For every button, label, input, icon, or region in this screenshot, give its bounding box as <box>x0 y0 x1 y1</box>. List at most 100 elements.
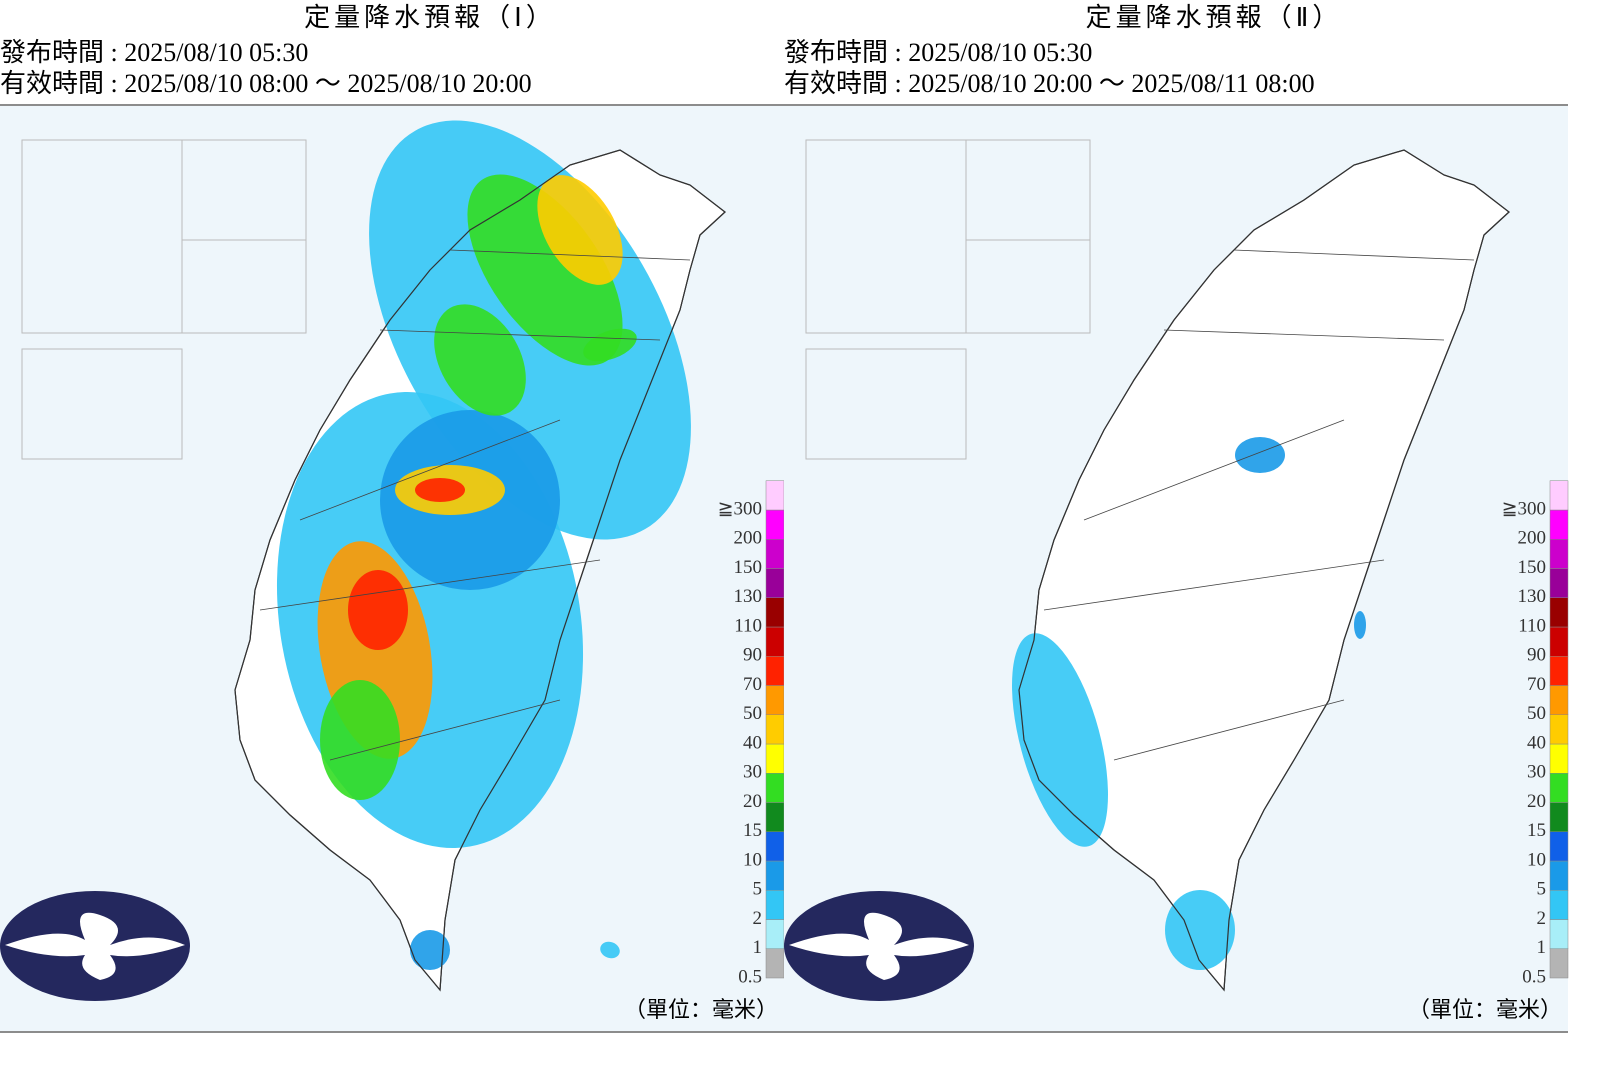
inset-box <box>965 239 1091 334</box>
legend-swatch <box>1549 685 1569 715</box>
rain-area <box>410 930 450 970</box>
legend-swatch <box>765 714 785 745</box>
legend-swatch <box>1549 568 1569 598</box>
legend-swatch <box>765 773 785 803</box>
legend-label: 90 <box>1527 645 1546 666</box>
unit-label: （單位：毫米） <box>1408 997 1562 1022</box>
legend-swatch <box>765 685 785 715</box>
legend-swatch <box>1549 919 1569 949</box>
legend-swatch <box>1549 773 1569 803</box>
legend-label: 130 <box>1518 586 1547 607</box>
legend-label: 40 <box>1527 732 1546 753</box>
county-lines <box>1043 249 1475 761</box>
legend-label: 110 <box>734 615 762 636</box>
legend-swatch <box>1549 802 1569 832</box>
rain-area <box>348 570 408 650</box>
legend-swatch <box>765 568 785 598</box>
legend-label: 0.5 <box>738 966 762 987</box>
legend-label: 150 <box>1518 557 1547 578</box>
legend-swatch <box>1549 948 1569 979</box>
inset-box <box>805 348 967 460</box>
legend-swatch <box>765 890 785 920</box>
legend-swatch <box>1549 597 1569 628</box>
panel-title: 定量降水預報（Ⅱ） <box>1086 3 1343 32</box>
legend-label: 30 <box>1527 762 1546 783</box>
legend-swatch <box>765 597 785 628</box>
legend-label: 2 <box>1537 908 1547 929</box>
legend-label: 200 <box>734 528 763 549</box>
rain-area <box>1354 611 1366 639</box>
island-outline <box>234 149 726 992</box>
issue-time: 發布時間 : 2025/08/10 05:30 <box>0 38 308 67</box>
legend-label: 15 <box>1527 820 1546 841</box>
legend-label: 1 <box>753 937 763 958</box>
legend-swatch <box>765 539 785 569</box>
legend-label: 5 <box>753 879 763 900</box>
legend-label: 130 <box>734 586 763 607</box>
rain-area <box>467 174 623 366</box>
legend-label: 10 <box>743 849 762 870</box>
rain-area <box>583 328 637 362</box>
inset-box <box>181 239 307 334</box>
legend-label: 50 <box>1527 703 1546 724</box>
legend-label: 40 <box>743 732 762 753</box>
valid-time: 有效時間 : 2025/08/10 08:00 ～ 2025/08/10 20:… <box>0 69 532 98</box>
legend-swatch <box>765 860 785 891</box>
legend-swatch <box>1549 890 1569 920</box>
legend-label: 70 <box>1527 674 1546 695</box>
legend-swatch <box>765 831 785 862</box>
logo-swirl <box>789 912 969 980</box>
county-lines <box>259 249 691 761</box>
legend-swatch <box>1549 509 1569 540</box>
legend-label: 20 <box>1527 791 1546 812</box>
legend-label: 10 <box>1527 849 1546 870</box>
legend-swatch <box>765 919 785 949</box>
rain-area <box>434 304 526 416</box>
legend-swatch <box>765 509 785 540</box>
legend-label: 1 <box>1537 937 1547 958</box>
issue-time: 發布時間 : 2025/08/10 05:30 <box>784 38 1092 67</box>
rain-area <box>1235 437 1285 473</box>
rain-area <box>1012 633 1108 847</box>
legend-swatch <box>1549 480 1569 511</box>
legend-swatch <box>765 802 785 832</box>
rain-area <box>1165 890 1235 970</box>
legend-label: 2 <box>753 908 763 929</box>
legend-swatch <box>1549 656 1569 686</box>
legend-swatch <box>1549 743 1569 774</box>
legend-label: 20 <box>743 791 762 812</box>
rain-area <box>537 175 623 285</box>
legend-label: 50 <box>743 703 762 724</box>
logo-swirl <box>5 912 185 980</box>
legend-label: ≧300 <box>718 498 762 519</box>
legend-label: ≧300 <box>1502 498 1546 519</box>
legend-label: 70 <box>743 674 762 695</box>
legend-swatch <box>765 480 785 511</box>
valid-time: 有效時間 : 2025/08/10 20:00 ～ 2025/08/11 08:… <box>784 69 1315 98</box>
legend-label: 150 <box>734 557 763 578</box>
legend-label: 110 <box>1518 615 1546 636</box>
legend-label: 0.5 <box>1522 966 1546 987</box>
rain-area <box>600 941 620 959</box>
legend-swatch <box>765 948 785 979</box>
legend-swatch <box>1549 860 1569 891</box>
legend-swatch <box>1549 626 1569 657</box>
legend-swatch <box>1549 714 1569 745</box>
rain-area <box>320 680 400 800</box>
legend-swatch <box>765 656 785 686</box>
unit-label: （單位：毫米） <box>624 997 778 1022</box>
island-outline <box>1018 149 1510 992</box>
legend-label: 200 <box>1518 528 1547 549</box>
legend-swatch <box>1549 539 1569 569</box>
legend-swatch <box>765 626 785 657</box>
legend-swatch <box>1549 831 1569 862</box>
inset-box <box>21 348 183 460</box>
legend-label: 30 <box>743 762 762 783</box>
legend-label: 90 <box>743 645 762 666</box>
legend-label: 5 <box>1537 879 1547 900</box>
legend-label: 15 <box>743 820 762 841</box>
